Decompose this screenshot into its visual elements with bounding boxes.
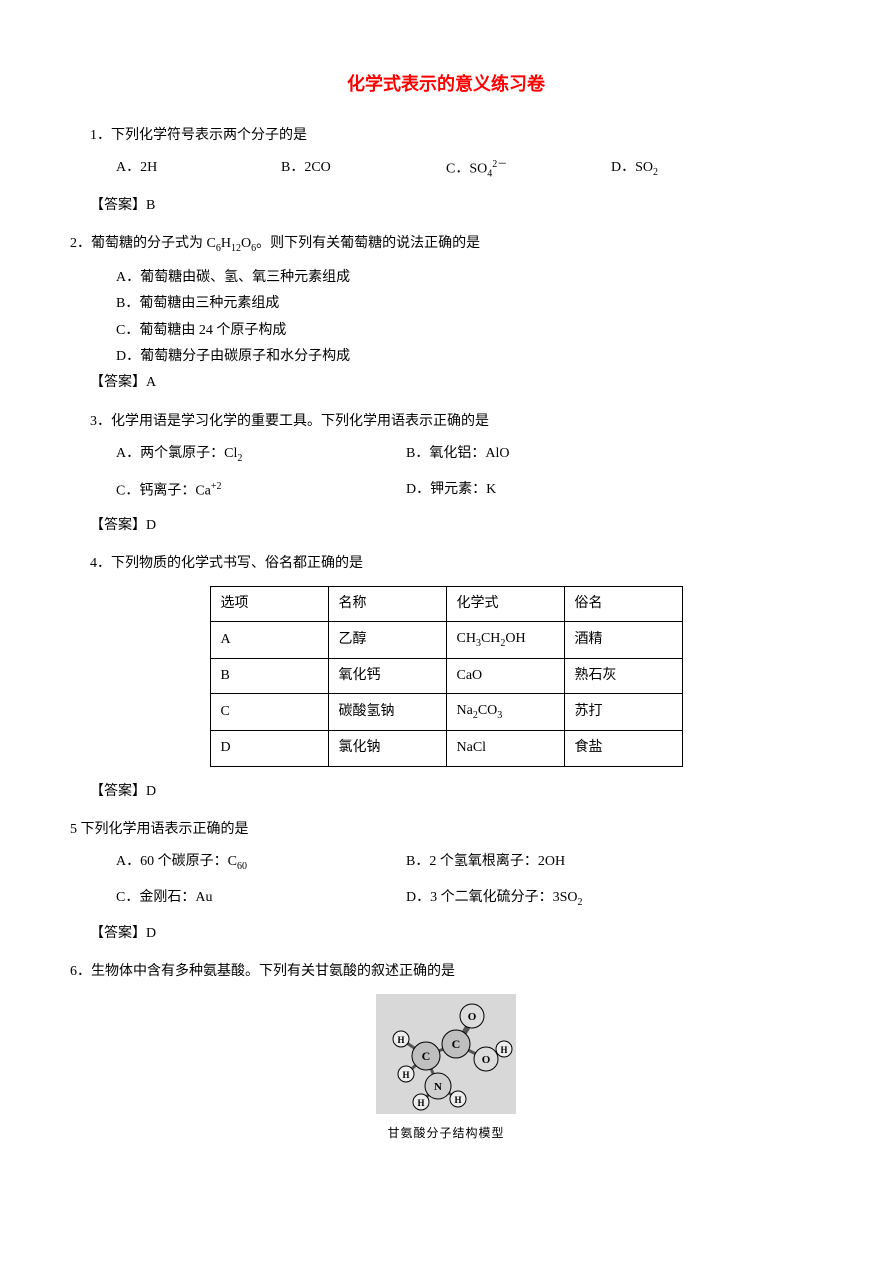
q3-row1: A．两个氯原子：Cl2 B．氧化铝：AlO (116, 443, 822, 467)
q4-h2: 化学式 (446, 586, 564, 621)
glycine-molecule-icon: C C O O H H H N H H (376, 994, 516, 1114)
q1-opt-a: A．2H (116, 157, 281, 182)
svg-text:N: N (434, 1081, 442, 1093)
table-row: B 氧化钙 CaO 熟石灰 (210, 658, 682, 693)
q4-h0: 选项 (210, 586, 328, 621)
q4-stem: 4．下列物质的化学式书写、俗名都正确的是 (90, 553, 822, 575)
svg-text:H: H (454, 1095, 461, 1105)
svg-text:H: H (402, 1070, 409, 1080)
q1-stem: 1．下列化学符号表示两个分子的是 (90, 125, 822, 147)
svg-text:H: H (500, 1045, 507, 1055)
svg-text:H: H (397, 1035, 404, 1045)
q3-opt-d: D．钾元素：K (406, 479, 696, 503)
q3-opt-b: B．氧化铝：AlO (406, 443, 696, 467)
q4-h1: 名称 (328, 586, 446, 621)
q3-answer: 【答案】D (90, 515, 822, 537)
q2-opt-a: A．葡萄糖由碳、氢、氧三种元素组成 (116, 267, 822, 289)
q3-row2: C．钙离子：Ca+2 D．钾元素：K (116, 479, 822, 503)
q2-answer: 【答案】A (90, 372, 822, 394)
svg-text:O: O (482, 1054, 491, 1066)
q2-opt-d: D．葡萄糖分子由碳原子和水分子构成 (116, 346, 822, 368)
q1-answer: 【答案】B (90, 195, 822, 217)
page-title: 化学式表示的意义练习卷 (70, 70, 822, 99)
glycine-model-figure: C C O O H H H N H H 甘氨酸分子结构模型 (376, 994, 516, 1144)
q4-table: 选项 名称 化学式 俗名 A 乙醇 CH3CH2OH 酒精 B 氧化钙 CaO … (210, 586, 683, 767)
table-row: C 碳酸氢钠 Na2CO3 苏打 (210, 694, 682, 731)
q4-answer: 【答案】D (90, 781, 822, 803)
q5-opt-b: B．2 个氢氧根离子：2OH (406, 851, 696, 875)
svg-text:H: H (417, 1098, 424, 1108)
q5-stem: 5 下列化学用语表示正确的是 (70, 819, 822, 841)
q1-opt-d: D．SO2 (611, 157, 776, 182)
q2-opt-b: B．葡萄糖由三种元素组成 (116, 293, 822, 315)
q5-answer: 【答案】D (90, 923, 822, 945)
q2-stem: 2．葡萄糖的分子式为 C6H12O6。则下列有关葡萄糖的说法正确的是 (70, 233, 822, 257)
q5-opt-d: D．3 个二氧化硫分子：3SO2 (406, 887, 696, 911)
q5-opt-c: C．金刚石：Au (116, 887, 406, 911)
q1-opt-c: C．SO42－ (446, 157, 611, 182)
table-row: A 乙醇 CH3CH2OH 酒精 (210, 622, 682, 659)
glycine-caption: 甘氨酸分子结构模型 (376, 1124, 516, 1143)
q1-options: A．2H B．2CO C．SO42－ D．SO2 (116, 157, 822, 182)
q3-stem: 3．化学用语是学习化学的重要工具。下列化学用语表示正确的是 (90, 411, 822, 433)
q5-opt-a: A．60 个碳原子：C60 (116, 851, 406, 875)
q4-header-row: 选项 名称 化学式 俗名 (210, 586, 682, 621)
q6-stem: 6．生物体中含有多种氨基酸。下列有关甘氨酸的叙述正确的是 (70, 961, 822, 983)
svg-text:C: C (452, 1037, 461, 1051)
q4-h3: 俗名 (564, 586, 682, 621)
q5-row1: A．60 个碳原子：C60 B．2 个氢氧根离子：2OH (116, 851, 822, 875)
table-row: D 氯化钠 NaCl 食盐 (210, 731, 682, 766)
svg-text:O: O (468, 1011, 477, 1023)
q3-opt-c: C．钙离子：Ca+2 (116, 479, 406, 503)
q2-opt-c: C．葡萄糖由 24 个原子构成 (116, 320, 822, 342)
q1-opt-b: B．2CO (281, 157, 446, 182)
q5-row2: C．金刚石：Au D．3 个二氧化硫分子：3SO2 (116, 887, 822, 911)
svg-text:C: C (422, 1049, 431, 1063)
q3-opt-a: A．两个氯原子：Cl2 (116, 443, 406, 467)
